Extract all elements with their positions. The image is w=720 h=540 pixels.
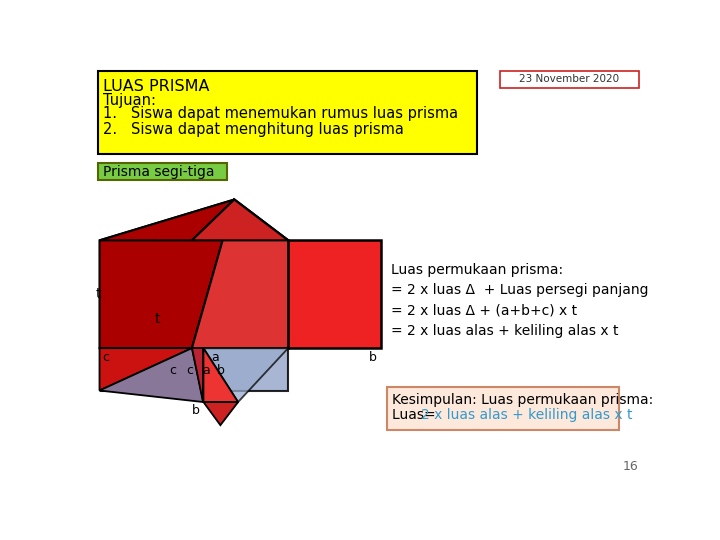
Text: 16: 16 xyxy=(623,460,639,473)
FancyBboxPatch shape xyxy=(98,164,228,180)
Text: t: t xyxy=(155,312,161,326)
Polygon shape xyxy=(99,200,234,348)
Text: t: t xyxy=(96,287,101,301)
Text: 2.   Siswa dapat menghitung luas prisma: 2. Siswa dapat menghitung luas prisma xyxy=(104,122,404,137)
Text: b: b xyxy=(192,403,199,416)
Polygon shape xyxy=(192,348,204,402)
FancyBboxPatch shape xyxy=(500,71,639,88)
Text: Luas=: Luas= xyxy=(392,408,440,422)
Text: Tujuan:: Tujuan: xyxy=(104,92,156,107)
Text: Prisma segi-tiga: Prisma segi-tiga xyxy=(102,165,214,179)
Text: a: a xyxy=(211,351,219,364)
Text: 1.   Siswa dapat menemukan rumus luas prisma: 1. Siswa dapat menemukan rumus luas pris… xyxy=(104,106,459,122)
Polygon shape xyxy=(99,200,234,240)
Text: Luas permukaan prisma:: Luas permukaan prisma: xyxy=(390,264,563,278)
Polygon shape xyxy=(192,200,288,240)
Text: a: a xyxy=(202,363,210,376)
Polygon shape xyxy=(204,348,238,402)
Polygon shape xyxy=(192,240,288,348)
Text: = 2 x luas Δ  + Luas persegi panjang: = 2 x luas Δ + Luas persegi panjang xyxy=(390,284,648,298)
Polygon shape xyxy=(99,240,192,348)
Text: c: c xyxy=(186,363,194,376)
Polygon shape xyxy=(99,348,192,390)
Polygon shape xyxy=(204,348,288,402)
Polygon shape xyxy=(288,240,381,348)
Polygon shape xyxy=(99,348,288,390)
Text: c: c xyxy=(102,351,109,364)
Text: LUAS PRISMA: LUAS PRISMA xyxy=(104,79,210,93)
Text: Kesimpulan: Luas permukaan prisma:: Kesimpulan: Luas permukaan prisma: xyxy=(392,393,653,407)
Polygon shape xyxy=(192,200,288,240)
Text: b: b xyxy=(217,363,225,376)
Polygon shape xyxy=(99,348,204,402)
Polygon shape xyxy=(204,402,238,425)
Text: c: c xyxy=(168,363,176,376)
Text: b: b xyxy=(369,351,377,364)
FancyBboxPatch shape xyxy=(98,71,477,154)
Text: = 2 x luas alas + keliling alas x t: = 2 x luas alas + keliling alas x t xyxy=(390,323,618,338)
Polygon shape xyxy=(192,200,288,348)
Text: 23 November 2020: 23 November 2020 xyxy=(519,75,619,84)
Text: 2 x luas alas + keliling alas x t: 2 x luas alas + keliling alas x t xyxy=(421,408,633,422)
Text: = 2 x luas Δ + (a+b+c) x t: = 2 x luas Δ + (a+b+c) x t xyxy=(390,303,577,318)
FancyBboxPatch shape xyxy=(387,387,619,430)
